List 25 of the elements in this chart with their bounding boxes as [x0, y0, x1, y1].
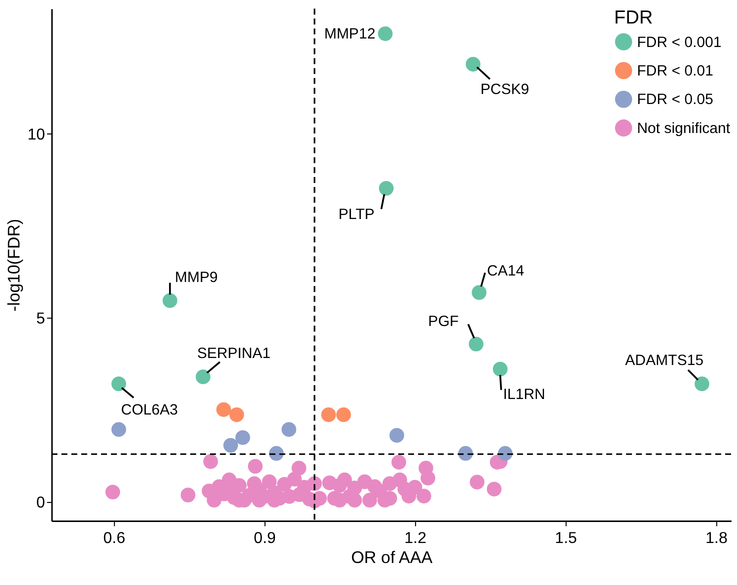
legend-title: FDR: [614, 6, 653, 28]
annotation: MMP12: [324, 26, 376, 43]
annotation: IL1RN: [503, 386, 546, 403]
x-tick-label: 1.2: [404, 530, 426, 548]
y-tick-label: 5: [36, 310, 46, 328]
x-tick-label: 0.9: [254, 530, 276, 548]
legend-label: FDR < 0.01: [636, 64, 714, 80]
y-tick-label: 10: [27, 126, 46, 144]
x-axis-title: OR of AAA: [351, 548, 434, 567]
legend-label: FDR < 0.001: [636, 34, 722, 51]
x-tick-label: 1.5: [554, 530, 578, 548]
annotation: ADAMTS15: [625, 352, 704, 369]
legend-label: FDR < 0.05: [636, 92, 714, 108]
annotation: PGF: [428, 314, 459, 330]
annotation: CA14: [487, 264, 524, 280]
annotation: PCSK9: [480, 82, 530, 98]
y-tick-label: 0: [36, 494, 46, 512]
annotation: COL6A3: [121, 402, 178, 419]
x-tick-label: 0.6: [103, 530, 126, 548]
y-axis-title: -log10(FDR): [4, 218, 24, 312]
annotation: PLTP: [338, 207, 375, 224]
x-tick-label: 1.8: [705, 530, 728, 548]
legend-label: Not significant: [636, 120, 732, 137]
annotation: MMP9: [174, 270, 218, 286]
annotation: SERPINA1: [197, 346, 270, 362]
